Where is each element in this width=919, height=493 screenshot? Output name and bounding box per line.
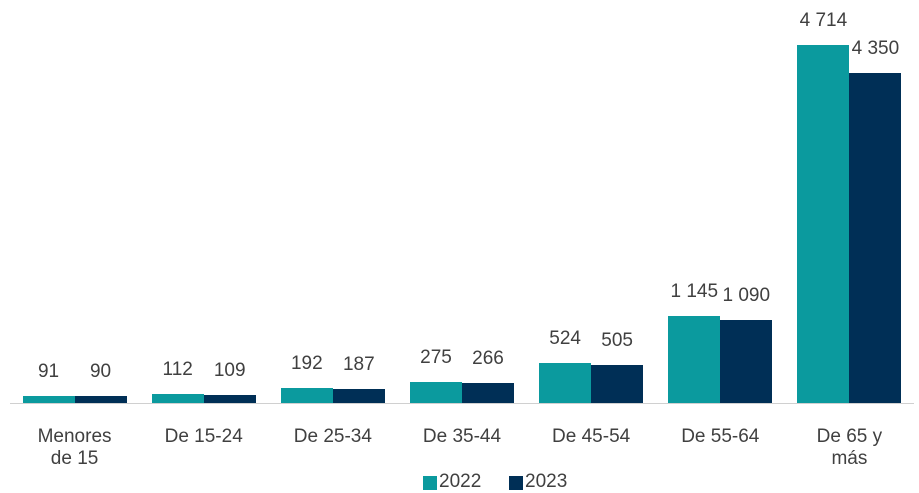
value-label: 4 350	[851, 37, 900, 59]
value-label: 112	[162, 359, 193, 381]
bar	[22, 396, 75, 403]
baseline	[10, 403, 914, 404]
legend-swatch	[509, 476, 523, 490]
value-label: 4 714	[799, 10, 848, 31]
bar	[539, 363, 592, 403]
bar	[591, 364, 644, 403]
bar	[332, 388, 385, 403]
value-label: 91	[37, 361, 60, 383]
legend-label: 2022	[439, 471, 482, 492]
bar	[203, 394, 256, 403]
bar	[151, 394, 204, 403]
value-label: 524	[549, 328, 581, 350]
legend-swatch	[423, 476, 437, 490]
bar	[280, 388, 333, 403]
value-label: 192	[290, 353, 323, 375]
value-label: 187	[342, 353, 375, 375]
bar	[849, 72, 902, 403]
value-label: 266	[472, 347, 504, 369]
value-label: 275	[420, 347, 452, 369]
value-label: 109	[213, 359, 246, 381]
bar	[74, 396, 127, 403]
value-label: 1 090	[722, 285, 771, 307]
x-tick-label: De 55-64	[681, 426, 760, 447]
bar	[462, 382, 514, 403]
x-tick-label: De 15-24	[164, 426, 243, 447]
x-tick-label: De 45-54	[552, 426, 631, 447]
bar	[797, 45, 850, 403]
value-label: 1 145	[670, 281, 719, 303]
x-tick-label: De 25-34	[293, 426, 372, 447]
x-tick-label: De 65 y más	[816, 426, 883, 469]
x-tick-label: Menores de 15	[37, 426, 112, 469]
bar	[410, 382, 462, 403]
bar	[668, 316, 721, 403]
x-tick-label: De 35-44	[422, 426, 502, 447]
value-label: 505	[601, 329, 633, 351]
legend-label: 2023	[525, 471, 568, 492]
value-label: 90	[89, 361, 112, 383]
bar	[720, 320, 773, 403]
